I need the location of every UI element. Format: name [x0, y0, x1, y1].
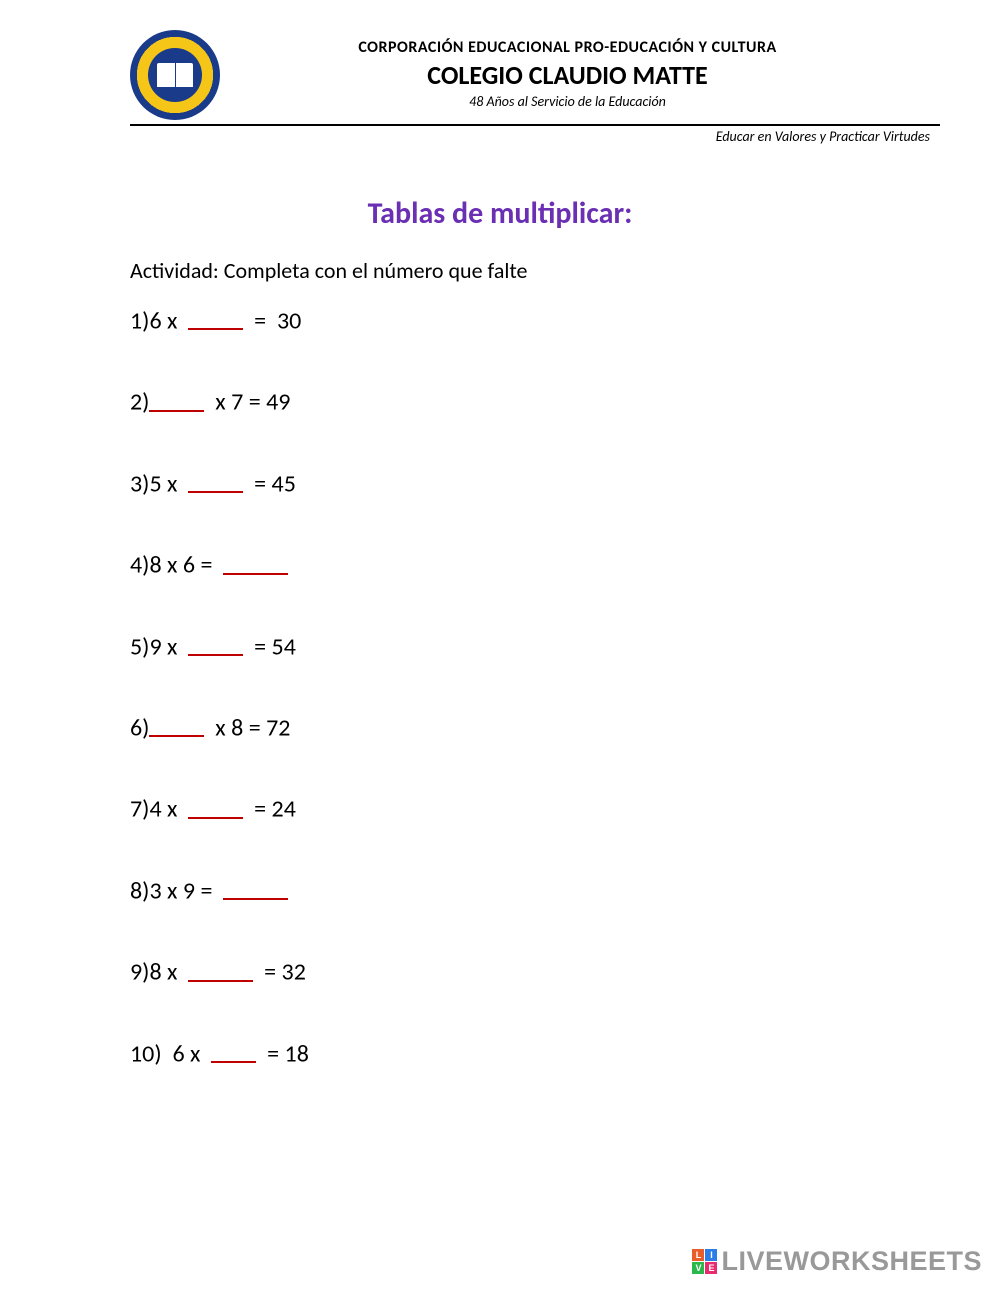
- problem-text-after: = 45: [243, 469, 296, 498]
- problem-text-after: = 24: [243, 795, 296, 824]
- problem-row: 2) x 7 = 49: [130, 383, 1000, 416]
- instructions: Actividad: Completa con el número que fa…: [130, 257, 1000, 284]
- problem-text-before: 5 x: [149, 469, 188, 498]
- answer-blank[interactable]: [149, 385, 204, 411]
- watermark-badge-cell: V: [692, 1262, 704, 1274]
- logo-circle: [130, 30, 220, 120]
- problem-row: 9)8 x = 32: [130, 953, 1000, 986]
- problem-number: 4): [130, 551, 149, 580]
- watermark-badge-cell: E: [705, 1262, 717, 1274]
- problem-row: 7)4 x = 24: [130, 790, 1000, 823]
- organization-name: CORPORACIÓN EDUCACIONAL PRO-EDUCACIÓN Y …: [235, 38, 900, 57]
- answer-blank[interactable]: [188, 304, 243, 330]
- header-divider: [130, 124, 940, 126]
- problem-text-after: = 30: [243, 306, 301, 335]
- school-logo: [130, 30, 220, 120]
- watermark-badge-cell: I: [705, 1249, 717, 1261]
- problem-row: 4)8 x 6 =: [130, 546, 1000, 579]
- school-motto: Educar en Valores y Practicar Virtudes: [0, 128, 1000, 145]
- problem-row: 6) x 8 = 72: [130, 709, 1000, 742]
- watermark: LIVE LIVEWORKSHEETS: [692, 1246, 982, 1277]
- problem-row: 5)9 x = 54: [130, 628, 1000, 661]
- problem-text-before: 4 x: [149, 795, 188, 824]
- watermark-text: LIVEWORKSHEETS: [721, 1246, 982, 1277]
- worksheet-title: Tablas de multiplicar:: [0, 195, 1000, 232]
- problem-text-before: 3 x 9 =: [149, 876, 223, 905]
- problem-number: 10): [130, 1039, 162, 1068]
- problem-number: 9): [130, 958, 149, 987]
- problem-row: 1)6 x = 30: [130, 302, 1000, 335]
- answer-blank[interactable]: [188, 630, 243, 656]
- book-icon: [157, 63, 193, 87]
- problem-number: 2): [130, 388, 149, 417]
- watermark-badge: LIVE: [692, 1249, 717, 1274]
- problem-text-before: 8 x: [149, 958, 188, 987]
- problem-text-before: 9 x: [149, 632, 188, 661]
- answer-blank[interactable]: [188, 792, 243, 818]
- tagline: 48 Años al Servicio de la Educación: [235, 93, 900, 110]
- problem-text-after: = 32: [253, 958, 306, 987]
- problem-number: 7): [130, 795, 149, 824]
- header: CORPORACIÓN EDUCACIONAL PRO-EDUCACIÓN Y …: [0, 0, 1000, 120]
- problem-number: 5): [130, 632, 149, 661]
- problem-text-before: 6 x: [149, 306, 188, 335]
- problem-text-before: 6 x: [162, 1039, 212, 1068]
- answer-blank[interactable]: [188, 955, 253, 981]
- problem-row: 8)3 x 9 =: [130, 872, 1000, 905]
- answer-blank[interactable]: [149, 711, 204, 737]
- problem-row: 3)5 x = 45: [130, 465, 1000, 498]
- problem-row: 10) 6 x = 18: [130, 1035, 1000, 1068]
- answer-blank[interactable]: [188, 467, 243, 493]
- problem-number: 6): [130, 713, 149, 742]
- problem-number: 8): [130, 876, 149, 905]
- problem-text-after: = 18: [256, 1039, 309, 1068]
- school-name: COLEGIO CLAUDIO MATTE: [235, 59, 900, 91]
- watermark-badge-cell: L: [692, 1249, 704, 1261]
- answer-blank[interactable]: [223, 548, 288, 574]
- problem-text-after: = 54: [243, 632, 296, 661]
- problems-list: 1)6 x = 302) x 7 = 493)5 x = 454)8 x 6 =…: [130, 302, 1000, 1068]
- problem-number: 1): [130, 306, 149, 335]
- header-text: CORPORACIÓN EDUCACIONAL PRO-EDUCACIÓN Y …: [235, 30, 900, 110]
- answer-blank[interactable]: [223, 874, 288, 900]
- problem-text-after: x 7 = 49: [204, 388, 290, 417]
- problem-text-after: x 8 = 72: [204, 713, 290, 742]
- problem-number: 3): [130, 469, 149, 498]
- logo-inner: [148, 48, 202, 102]
- answer-blank[interactable]: [211, 1037, 256, 1063]
- problem-text-before: 8 x 6 =: [149, 551, 223, 580]
